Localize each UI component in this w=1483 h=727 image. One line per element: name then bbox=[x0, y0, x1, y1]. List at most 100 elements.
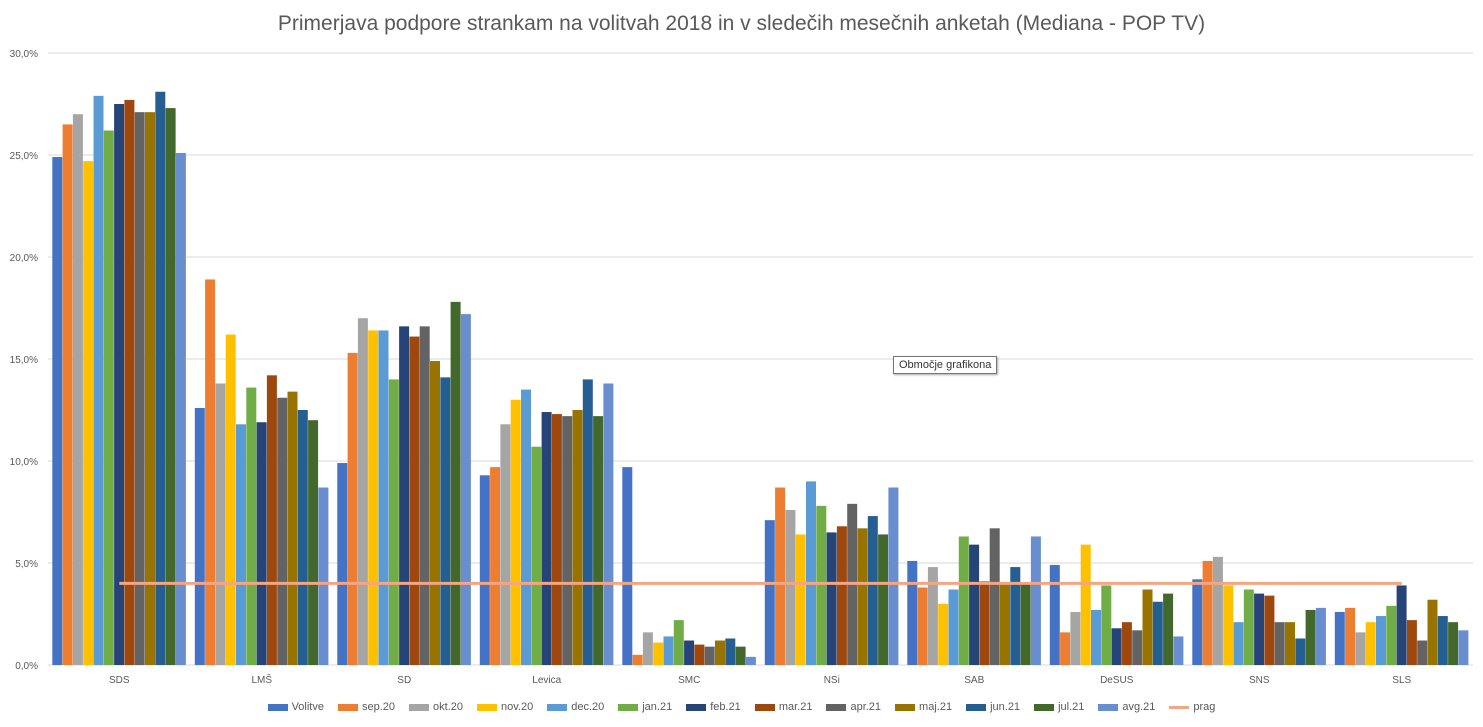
legend-swatch bbox=[754, 703, 775, 711]
x-tick-label: Levica bbox=[532, 675, 561, 686]
bar-LMŠ-jan.21 bbox=[246, 387, 257, 665]
y-tick-label: 15,0% bbox=[10, 355, 38, 366]
bar-SLS-jun.21 bbox=[1437, 616, 1448, 665]
y-tick-label: 0,0% bbox=[15, 661, 38, 672]
bar-LMŠ-avg.21 bbox=[318, 487, 329, 665]
x-tick-label: SMC bbox=[678, 675, 700, 686]
bar-LMŠ-Volitve bbox=[194, 407, 205, 665]
bar-SAB-apr.21 bbox=[989, 528, 1000, 665]
bar-SNS-jul.21 bbox=[1305, 609, 1316, 665]
bar-SD-jan.21 bbox=[388, 379, 399, 665]
x-tick-label: DeSUS bbox=[1100, 675, 1134, 686]
bar-NSi-jan.21 bbox=[816, 505, 827, 665]
tooltip: Območje grafikona bbox=[893, 356, 998, 374]
bar-SNS-apr.21 bbox=[1274, 622, 1285, 665]
legend-label: jan.21 bbox=[642, 701, 673, 713]
x-tick-label: LMŠ bbox=[251, 673, 272, 686]
legend-label: maj.21 bbox=[919, 701, 953, 713]
bar-NSi-maj.21 bbox=[857, 528, 868, 665]
bar-SDS-sep.20 bbox=[62, 124, 73, 665]
legend-label: jun.21 bbox=[990, 701, 1021, 713]
legend-item: mar.21 bbox=[754, 701, 812, 713]
x-tick-label: SDS bbox=[109, 675, 130, 686]
legend-swatch bbox=[547, 703, 568, 711]
bar-Levica-jul.21 bbox=[593, 416, 604, 665]
y-tick-label: 10,0% bbox=[10, 457, 38, 468]
bar-NSi-nov.20 bbox=[795, 534, 806, 665]
bar-DeSUS-mar.21 bbox=[1121, 622, 1132, 665]
legend-label: jul.21 bbox=[1058, 701, 1085, 713]
bar-SD-dec.20 bbox=[378, 330, 389, 665]
bar-LMŠ-nov.20 bbox=[225, 334, 236, 665]
bar-Levica-mar.21 bbox=[551, 414, 562, 665]
legend-item: prag bbox=[1169, 701, 1215, 713]
bar-SMC-avg.21 bbox=[745, 656, 756, 665]
bar-SLS-maj.21 bbox=[1427, 599, 1438, 665]
bar-SLS-feb.21 bbox=[1396, 585, 1407, 665]
bar-SLS-nov.20 bbox=[1365, 622, 1376, 665]
bar-SNS-maj.21 bbox=[1285, 622, 1295, 665]
bar-NSi-okt.20 bbox=[785, 509, 796, 665]
bar-SDS-jun.21 bbox=[155, 91, 166, 665]
bar-NSi-mar.21 bbox=[836, 526, 847, 665]
bar-SMC-sep.20 bbox=[632, 654, 643, 665]
bar-SAB-nov.20 bbox=[938, 603, 949, 665]
bar-SAB-jul.21 bbox=[1020, 583, 1031, 665]
x-tick-label: NSi bbox=[824, 675, 840, 686]
bar-SLS-Volitve bbox=[1334, 611, 1345, 665]
legend-swatch bbox=[618, 703, 639, 711]
bar-Levica-dec.20 bbox=[521, 389, 531, 665]
bar-SDS-okt.20 bbox=[72, 114, 83, 665]
bar-SD-nov.20 bbox=[368, 330, 379, 665]
bar-SLS-okt.20 bbox=[1355, 632, 1366, 665]
bar-Levica-sep.20 bbox=[490, 467, 501, 665]
bar-NSi-sep.20 bbox=[775, 487, 786, 665]
legend-label: okt.20 bbox=[433, 701, 463, 713]
legend-swatch bbox=[895, 703, 916, 711]
bar-DeSUS-maj.21 bbox=[1142, 589, 1153, 665]
bar-SDS-maj.21 bbox=[145, 112, 155, 665]
legend: Volitve sep.20 okt.20 nov.20 dec.20 jan.21 feb… bbox=[0, 701, 1483, 713]
x-tick-label: SNS bbox=[1249, 675, 1270, 686]
x-tick-label: SAB bbox=[964, 675, 984, 686]
bar-SLS-sep.20 bbox=[1345, 607, 1356, 665]
legend-swatch bbox=[476, 703, 497, 711]
bar-DeSUS-jun.21 bbox=[1152, 601, 1163, 665]
legend-label: sep.20 bbox=[361, 701, 396, 713]
bar-Levica-feb.21 bbox=[541, 412, 552, 665]
bar-LMŠ-jun.21 bbox=[297, 410, 308, 665]
bar-DeSUS-avg.21 bbox=[1173, 636, 1184, 665]
bar-DeSUS-dec.20 bbox=[1091, 609, 1101, 665]
bar-Levica-jan.21 bbox=[531, 446, 542, 665]
bar-SDS-mar.21 bbox=[124, 99, 135, 666]
bar-SAB-dec.20 bbox=[948, 589, 959, 665]
bar-SD-feb.21 bbox=[399, 326, 410, 665]
bar-Levica-nov.20 bbox=[510, 399, 521, 665]
legend-label: Volitve bbox=[291, 701, 324, 713]
bar-SLS-mar.21 bbox=[1406, 620, 1417, 665]
bar-LMŠ-apr.21 bbox=[277, 397, 288, 665]
bar-SMC-maj.21 bbox=[715, 640, 725, 665]
bar-SAB-mar.21 bbox=[979, 581, 990, 665]
legend-item: sep.20 bbox=[337, 701, 396, 713]
bar-SD-mar.21 bbox=[409, 336, 420, 665]
bar-Levica-Volitve bbox=[479, 475, 490, 665]
bar-SMC-apr.21 bbox=[704, 646, 715, 665]
legend-swatch bbox=[1098, 703, 1119, 711]
bar-SDS-jan.21 bbox=[103, 130, 114, 665]
bar-SMC-dec.20 bbox=[663, 636, 674, 665]
legend-label: nov.20 bbox=[500, 701, 534, 713]
bar-SD-avg.21 bbox=[460, 314, 471, 665]
bar-SMC-feb.21 bbox=[684, 640, 695, 665]
bar-SNS-sep.20 bbox=[1202, 560, 1213, 665]
bar-SMC-jan.21 bbox=[673, 620, 684, 665]
bar-SLS-jul.21 bbox=[1448, 622, 1459, 665]
legend-item: feb.21 bbox=[686, 701, 741, 713]
bar-SAB-jun.21 bbox=[1010, 567, 1021, 665]
bar-SLS-avg.21 bbox=[1458, 630, 1469, 665]
bar-NSi-avg.21 bbox=[888, 487, 899, 665]
legend-swatch bbox=[966, 703, 987, 711]
bar-Levica-jun.21 bbox=[582, 379, 593, 665]
bar-SAB-okt.20 bbox=[927, 567, 938, 665]
